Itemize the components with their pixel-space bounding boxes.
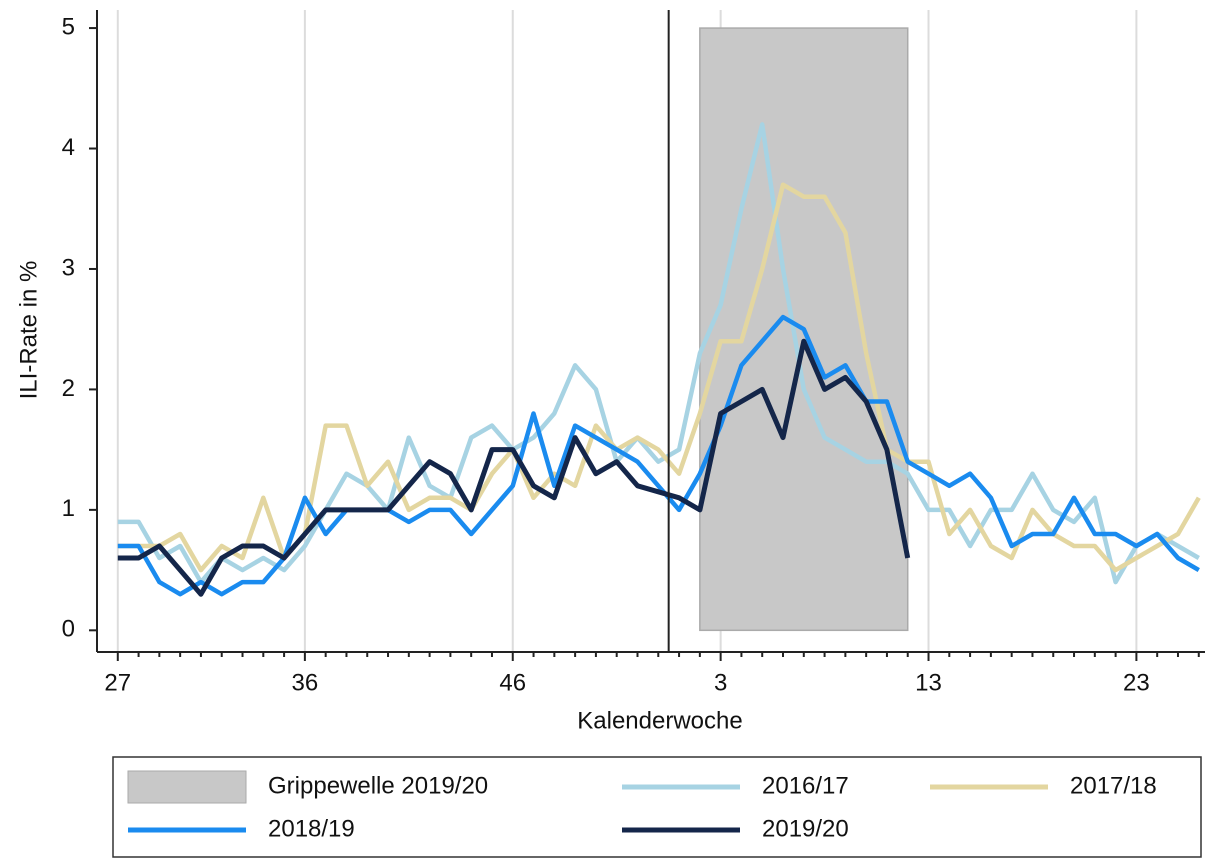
legend-label: 2016/17 — [762, 772, 849, 799]
series-line — [117, 122, 1200, 585]
x-tick-label: 27 — [104, 669, 131, 696]
x-tick-label: 46 — [499, 669, 526, 696]
y-axis-label: ILI-Rate in % — [15, 261, 42, 400]
legend-box — [112, 756, 1202, 858]
y-tick-label: 4 — [62, 134, 75, 161]
x-tick-label: 36 — [292, 669, 319, 696]
y-tick-label: 2 — [62, 375, 75, 402]
plot-area — [116, 10, 1201, 652]
legend-label: 2018/19 — [268, 815, 355, 842]
y-tick-label: 3 — [62, 254, 75, 281]
y-tick-label: 0 — [62, 616, 75, 643]
series-line — [117, 314, 1200, 597]
legend-label: 2017/18 — [1070, 772, 1157, 799]
x-tick-label: 23 — [1123, 669, 1150, 696]
series-line — [117, 338, 911, 597]
x-tick-label: 3 — [714, 669, 727, 696]
series-line — [117, 182, 1201, 573]
legend-swatch — [127, 770, 247, 804]
x-axis-label: Kalenderwoche — [577, 707, 742, 734]
legend-label: Grippewelle 2019/20 — [268, 772, 488, 799]
x-tick-label: 13 — [915, 669, 942, 696]
legend-label: 2019/20 — [762, 815, 849, 842]
y-tick-label: 1 — [62, 495, 75, 522]
y-tick-label: 5 — [62, 13, 75, 40]
